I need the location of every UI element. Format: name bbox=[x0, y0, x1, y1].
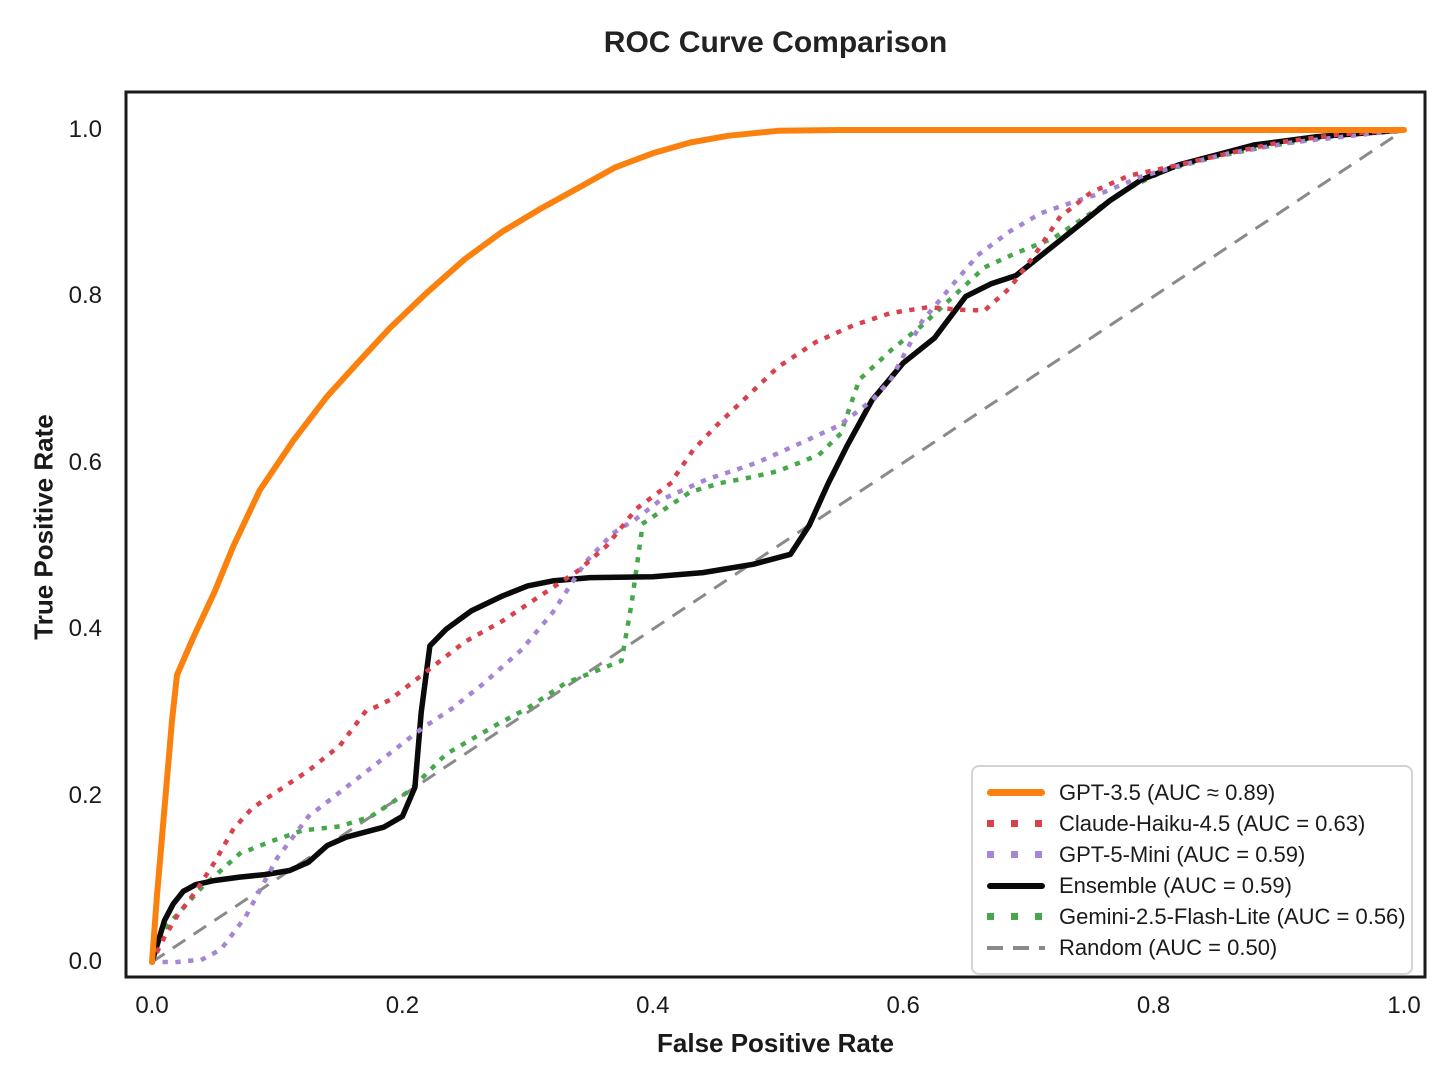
legend-item-random: Random (AUC = 0.50) bbox=[987, 935, 1397, 961]
curve-layer bbox=[148, 127, 1407, 966]
y-tick-0.0: 0.0 bbox=[68, 948, 102, 975]
legend-label-gpt-3.5: GPT-3.5 (AUC ≈ 0.89) bbox=[1059, 779, 1276, 805]
y-tick-0.6: 0.6 bbox=[68, 448, 102, 476]
legend-item-gpt-5-mini: GPT-5-Mini (AUC = 0.59) bbox=[987, 842, 1397, 868]
legend-swatch-gpt-5-mini-icon bbox=[987, 851, 1045, 858]
curve-ensemble bbox=[149, 127, 1407, 965]
legend-label-random: Random (AUC = 0.50) bbox=[1059, 934, 1278, 960]
y-tick-0.8: 0.8 bbox=[68, 282, 102, 310]
x-tick-0.8: 0.8 bbox=[1136, 992, 1171, 1019]
y-tick-1.0: 1.0 bbox=[68, 116, 102, 143]
legend-item-claude-haiku-4.5: Claude-Haiku-4.5 (AUC = 0.63) bbox=[987, 811, 1397, 837]
legend-label-ensemble: Ensemble (AUC = 0.59) bbox=[1059, 872, 1292, 898]
legend: GPT-3.5 (AUC ≈ 0.89) Claude-Haiku-4.5 (AU… bbox=[971, 765, 1413, 975]
legend-swatch-claude-haiku-4.5-icon bbox=[987, 820, 1045, 827]
chart-title: ROC Curve Comparison bbox=[603, 26, 948, 59]
legend-item-ensemble: Ensemble (AUC = 0.59) bbox=[987, 873, 1397, 899]
x-tick-0.6: 0.6 bbox=[886, 992, 920, 1019]
x-tick-0.0: 0.0 bbox=[135, 992, 169, 1019]
legend-label-claude-haiku-4.5: Claude-Haiku-4.5 (AUC = 0.63) bbox=[1059, 810, 1366, 836]
legend-swatch-random-icon bbox=[987, 945, 1045, 950]
legend-item-gpt-3.5: GPT-3.5 (AUC ≈ 0.89) bbox=[987, 780, 1397, 806]
x-tick-1.0: 1.0 bbox=[1387, 992, 1421, 1019]
y-axis-label: True Positive Rate bbox=[28, 414, 59, 640]
curve-gpt-3.5 bbox=[149, 127, 1407, 965]
legend-swatch-gpt-3.5-icon bbox=[987, 789, 1045, 796]
x-tick-0.2: 0.2 bbox=[385, 992, 420, 1019]
legend-swatch-gemini-2.5-flash-lite-icon bbox=[987, 913, 1045, 920]
legend-swatch-ensemble-icon bbox=[987, 882, 1045, 889]
y-tick-0.4: 0.4 bbox=[68, 615, 102, 643]
x-axis-label: False Positive Rate bbox=[657, 1028, 894, 1058]
curve-gpt-5-mini bbox=[149, 127, 1407, 965]
x-tick-0.4: 0.4 bbox=[636, 992, 670, 1019]
legend-label-gpt-5-mini: GPT-5-Mini (AUC = 0.59) bbox=[1059, 841, 1306, 867]
curve-gemini-2.5-flash-lite bbox=[149, 127, 1407, 965]
legend-label-gemini-2.5-flash-lite: Gemini-2.5-Flash-Lite (AUC = 0.56) bbox=[1059, 903, 1406, 929]
y-tick-0.2: 0.2 bbox=[68, 781, 102, 809]
legend-item-gemini-2.5-flash-lite: Gemini-2.5-Flash-Lite (AUC = 0.56) bbox=[987, 904, 1406, 930]
curve-random bbox=[151, 128, 1405, 964]
plot-border bbox=[124, 90, 1427, 979]
